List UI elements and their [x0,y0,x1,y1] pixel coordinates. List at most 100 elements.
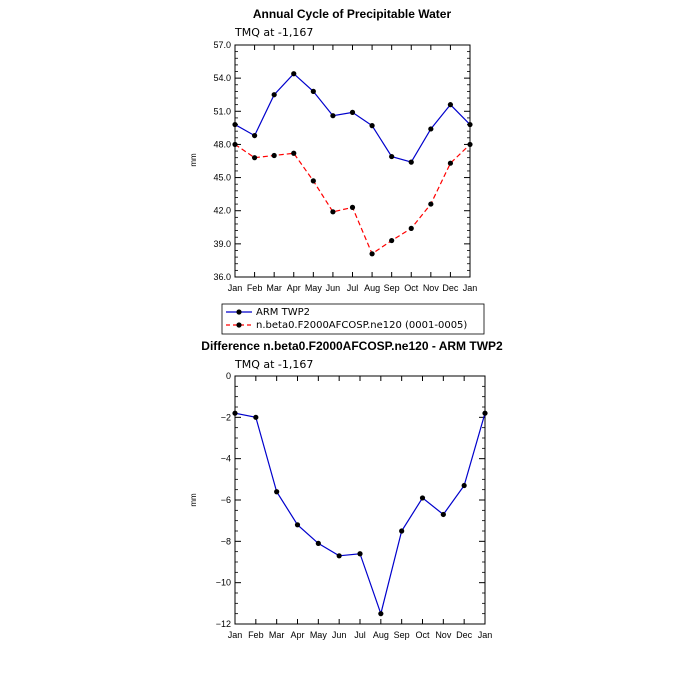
data-point [389,237,395,244]
x-tick-label: Jul [347,283,359,293]
data-point [399,528,405,534]
data-point [428,201,434,207]
x-tick-label: Jan [478,630,493,640]
data-point [251,155,258,161]
data-point [271,152,277,159]
legend-label-model: n.beta0.F2000AFCOSP.ne120 (0001-0005) [256,320,467,331]
data-point [232,141,238,148]
x-tick-label: Mar [269,630,285,640]
y-tick-label: −8 [221,536,231,546]
y-tick-label: −10 [216,578,231,588]
x-tick-label: Apr [287,283,301,293]
legend: ARM TWP2 n.beta0.F2000AFCOSP.ne120 (0001… [221,303,485,335]
y-tick-label: 54.0 [213,73,231,83]
x-tick-label: May [305,283,323,293]
chart-title: Annual Cycle of Precipitable Water [253,7,452,21]
chart-subtitle: TMQ at -1,167 [234,26,313,39]
data-point [310,178,316,184]
data-point [291,71,297,77]
y-tick-label: 39.0 [213,239,231,249]
data-point [369,123,375,129]
data-point [408,225,414,231]
legend-box [221,303,485,335]
y-tick-label: 45.0 [213,173,231,183]
data-point [419,495,426,501]
data-point [232,410,238,416]
precipitable-water-chart: Annual Cycle of Precipitable Water TMQ a… [189,7,485,335]
difference-chart: Difference n.beta0.F2000AFCOSP.ne120 - A… [189,339,503,640]
x-tick-label: Nov [435,630,452,640]
y-tick-label: −2 [221,412,231,422]
y-axis-label: mm [189,153,198,167]
data-point [378,611,384,617]
data-point [408,159,414,165]
data-point [336,553,342,559]
data-point [428,126,434,132]
data-point [369,251,375,257]
data-point [349,109,356,115]
y-tick-label: 51.0 [213,106,231,116]
x-tick-label: Sep [394,630,410,640]
x-tick-label: Jan [228,283,243,293]
data-point [357,551,363,557]
data-point [315,540,321,547]
data-point [251,132,258,139]
data-point [467,121,473,128]
series-line-1 [234,143,471,255]
x-tick-label: Apr [290,630,304,640]
y-tick-label: 57.0 [213,40,231,50]
data-point [294,522,301,528]
chart-title: Difference n.beta0.F2000AFCOSP.ne120 - A… [201,339,503,353]
data-point [253,414,259,420]
x-tick-label: Jan [463,283,478,293]
data-point [467,141,473,148]
y-tick-label: −6 [221,495,231,505]
x-tick-label: Aug [373,630,389,640]
data-point [271,92,277,98]
y-tick-label: 36.0 [213,272,231,282]
x-tick-label: Oct [415,630,430,640]
chart-subtitle: TMQ at -1,167 [234,358,313,371]
x-tick-label: Jul [354,630,366,640]
x-tick-label: May [310,630,328,640]
y-tick-label: −4 [221,454,231,464]
y-tick-label: −12 [216,619,231,629]
data-point [310,88,316,94]
data-point [447,102,454,108]
x-tick-label: Feb [247,283,263,293]
data-point [330,113,336,119]
x-tick-label: Feb [248,630,264,640]
y-axis-label: mm [189,493,198,507]
plot-frame [234,375,486,625]
x-tick-label: Sep [384,283,400,293]
x-tick-label: Aug [364,283,380,293]
y-tick-label: 0 [226,371,231,381]
y-tick-label: 42.0 [213,206,231,216]
x-tick-label: Mar [266,283,282,293]
x-tick-label: Jan [228,630,243,640]
x-tick-label: Dec [456,630,473,640]
plot-frame [234,44,471,278]
y-tick-label: 48.0 [213,139,231,149]
data-point [274,489,280,495]
data-point [330,209,336,215]
x-tick-label: Jun [332,630,347,640]
x-tick-label: Nov [423,283,440,293]
data-point [389,153,395,160]
x-tick-label: Dec [442,283,459,293]
data-point [440,511,446,518]
legend-marker-model [236,322,242,328]
x-tick-label: Jun [326,283,341,293]
data-point [232,121,238,128]
data-point [447,160,454,166]
series-line-0 [234,412,486,616]
data-point [461,482,467,489]
data-point [291,150,297,156]
data-point [482,410,488,416]
legend-marker-arm [236,309,242,315]
legend-label-arm: ARM TWP2 [256,307,310,318]
series-line-0 [234,72,471,163]
x-tick-label: Oct [404,283,419,293]
data-point [349,204,356,210]
